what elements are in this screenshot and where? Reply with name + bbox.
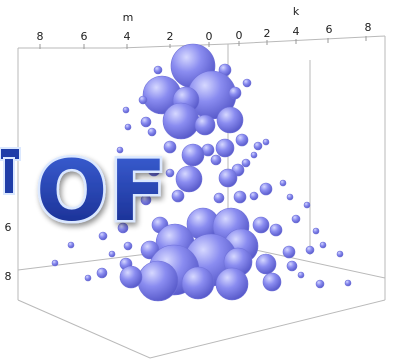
bubble-point xyxy=(233,190,247,204)
box-back-top xyxy=(18,35,386,49)
bubble-point xyxy=(253,141,263,151)
bubble-point xyxy=(124,123,132,131)
bubble-point xyxy=(98,231,108,241)
bubble-point xyxy=(319,241,327,249)
tick-marks xyxy=(39,36,367,49)
bubble-point xyxy=(51,259,59,267)
bubble-point xyxy=(228,86,242,100)
m-tick-label: 8 xyxy=(37,30,44,43)
bubble-point xyxy=(286,193,294,201)
bubble-point xyxy=(305,245,315,255)
bubble-point xyxy=(181,143,205,167)
k-tick-label: 0 xyxy=(236,29,243,42)
bubble-point xyxy=(312,227,320,235)
m-tick-label: 0 xyxy=(206,30,213,43)
bubble-point xyxy=(303,201,311,209)
bubble-point xyxy=(67,241,75,249)
k-axis-label: k xyxy=(293,5,300,18)
bubble-point xyxy=(262,272,282,292)
bubble-point xyxy=(117,222,129,234)
bubble-point xyxy=(262,138,270,146)
bubble-point xyxy=(218,168,238,188)
k-tick-label: 6 xyxy=(326,23,333,36)
bubble-series xyxy=(51,43,352,302)
bubble-point xyxy=(235,133,249,147)
bubble-point xyxy=(171,189,185,203)
bubble-point xyxy=(162,102,200,140)
k-tick-label: 2 xyxy=(264,27,271,40)
bubble-point xyxy=(213,192,225,204)
bubble-point xyxy=(181,266,215,300)
bubble-point xyxy=(291,214,301,224)
m-tick-label: 2 xyxy=(167,30,174,43)
bubble-point xyxy=(215,138,235,158)
bubble-point xyxy=(344,279,352,287)
bubble-point xyxy=(210,154,222,166)
m-tick-label: 4 xyxy=(124,30,131,43)
bubble-point xyxy=(336,250,344,258)
bubble-point xyxy=(175,165,203,193)
bubble-point xyxy=(282,245,296,259)
bubble-point xyxy=(297,271,305,279)
bubble-point xyxy=(249,191,259,201)
bubble-point xyxy=(279,179,287,187)
bubble-point xyxy=(165,168,175,178)
bubble-point xyxy=(147,163,161,177)
bubble-point xyxy=(123,241,133,251)
box-floor-front xyxy=(17,299,386,359)
bubble-point xyxy=(140,116,152,128)
bubble-point xyxy=(84,274,92,282)
bubble-point xyxy=(250,151,258,159)
bubble-point xyxy=(140,194,152,206)
m-axis-label: m xyxy=(123,11,134,24)
bubble-point xyxy=(108,250,116,258)
bubble-point xyxy=(96,267,108,279)
bubble-point xyxy=(138,95,148,105)
bubble-point xyxy=(216,106,244,134)
bubble-point xyxy=(137,260,179,302)
overlay-text-group: OF xyxy=(34,140,170,243)
bubble-point xyxy=(163,140,177,154)
bubble-point xyxy=(153,65,163,75)
bubble-point xyxy=(252,216,270,234)
bubble-point xyxy=(119,265,143,289)
left-tick-label: 8 xyxy=(5,270,12,283)
bubble-point xyxy=(269,223,283,237)
bubble-point xyxy=(147,127,157,137)
bubble-point xyxy=(259,182,273,196)
overlay-text: OF xyxy=(36,142,169,240)
bubble-point xyxy=(194,114,216,136)
bubble-point xyxy=(215,267,249,301)
bubble-point xyxy=(241,158,251,168)
overlay-letter-fragment xyxy=(3,157,15,195)
bubble-point xyxy=(286,260,298,272)
k-tick-label: 8 xyxy=(365,21,372,34)
bubble-point xyxy=(122,106,130,114)
bubble-point xyxy=(255,253,277,275)
k-tick-label: 4 xyxy=(293,25,300,38)
left-tick-label: 6 xyxy=(5,221,12,234)
bubble-point xyxy=(315,279,325,289)
m-tick-label: 6 xyxy=(81,30,88,43)
bubble-point xyxy=(116,146,124,154)
bubble-point xyxy=(242,78,252,88)
